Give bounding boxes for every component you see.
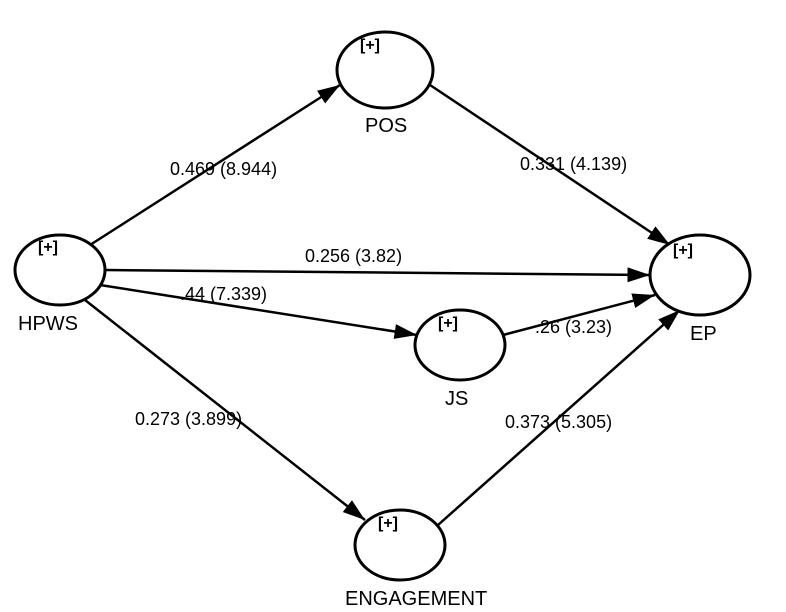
node-symbol-hpws: [+] <box>38 239 58 256</box>
node-ep <box>650 235 750 315</box>
edge-label-hpws-js: .44 (7.339) <box>180 284 267 304</box>
edge-label-js-ep: .26 (3.23) <box>535 317 612 337</box>
node-symbol-js: [+] <box>438 315 458 332</box>
node-label-hpws: HPWS <box>18 313 78 335</box>
node-hpws <box>15 235 105 305</box>
node-label-engagement: ENGAGEMENT <box>345 588 487 610</box>
node-symbol-ep: [+] <box>673 242 693 259</box>
node-label-pos: POS <box>365 115 407 137</box>
edge-label-hpws-pos: 0.469 (8.944) <box>170 159 277 179</box>
node-label-ep: EP <box>690 323 717 345</box>
node-js <box>415 310 505 380</box>
edge-label-hpws-engagement: 0.273 (3.899) <box>135 409 242 429</box>
path-diagram: 0.469 (8.944) 0.256 (3.82) .44 (7.339) 0.27… <box>0 0 786 612</box>
edge-label-pos-ep: 0.331 (4.139) <box>520 154 627 174</box>
edge-hpws-ep <box>105 270 650 275</box>
edge-label-hpws-ep: 0.256 (3.82) <box>305 246 402 266</box>
node-symbol-pos: [+] <box>360 37 380 54</box>
edges-group: 0.469 (8.944) 0.256 (3.82) .44 (7.339) 0.27… <box>85 85 680 525</box>
node-symbol-engagement: [+] <box>378 515 398 532</box>
node-label-js: JS <box>445 388 468 410</box>
node-engagement <box>355 510 445 580</box>
node-pos <box>337 32 433 108</box>
nodes-group: [+] HPWS [+] POS [+] JS [+] ENGAGEMENT [+] EP <box>15 32 750 610</box>
edge-label-engagement-ep: 0.373 (5.305) <box>505 412 612 432</box>
